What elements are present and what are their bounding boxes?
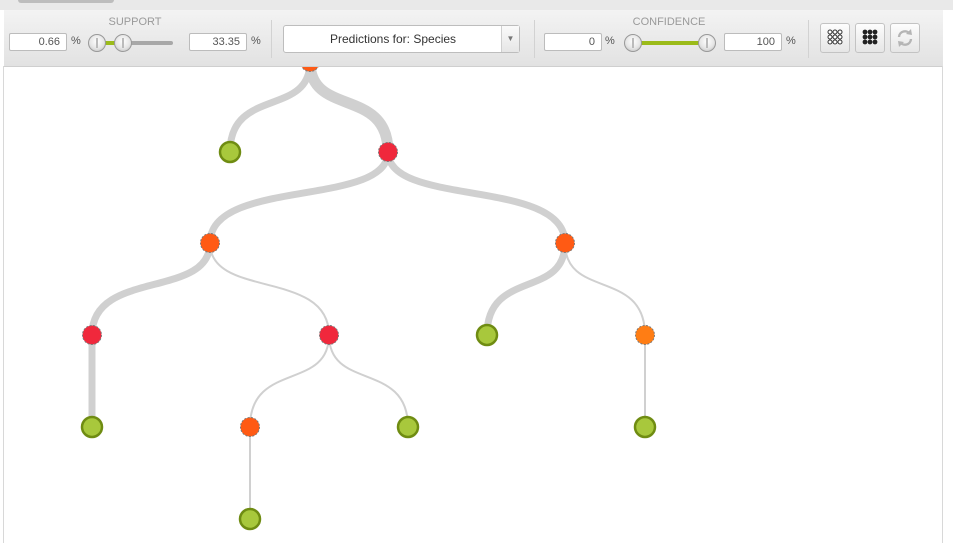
support-max-unit: % (251, 35, 261, 47)
refresh-icon (897, 29, 913, 47)
tree-split-node[interactable] (82, 325, 102, 345)
canvas-right-border (942, 66, 943, 543)
support-max-handle[interactable] (114, 34, 132, 52)
support-min-unit: % (71, 35, 81, 47)
tree-split-node[interactable] (200, 233, 220, 253)
confidence-max-unit: % (786, 35, 796, 47)
confidence-min-unit: % (605, 35, 615, 47)
top-tab[interactable] (18, 0, 114, 3)
tree-leaf-node[interactable] (633, 415, 657, 439)
outline-grid-icon (827, 29, 843, 45)
tree-edge (206, 148, 392, 247)
top-strip (0, 0, 953, 10)
tree-split-node[interactable] (378, 142, 398, 162)
tree-leaf-node[interactable] (80, 415, 104, 439)
tree-leaf-node[interactable] (218, 140, 242, 164)
prediction-select[interactable]: Predictions for: Species ▼ (283, 25, 520, 53)
tree-edge (88, 239, 214, 339)
support-title: SUPPORT (108, 16, 162, 28)
tree-split-node[interactable] (319, 325, 339, 345)
confidence-max-input[interactable]: 100 (724, 33, 782, 51)
tree-split-node[interactable] (555, 233, 575, 253)
tree-edge (483, 239, 569, 339)
confidence-min-handle[interactable] (624, 34, 642, 52)
confidence-min-input[interactable]: 0 (544, 33, 602, 51)
confidence-slider-range (633, 41, 707, 45)
tree-leaf-node[interactable] (475, 323, 499, 347)
tree-edge (226, 67, 314, 156)
support-min-input[interactable]: 0.66 (9, 33, 67, 51)
tree-edge (249, 334, 330, 428)
tree-leaf-node[interactable] (238, 507, 262, 531)
tree-edge (328, 334, 409, 428)
support-max-input[interactable]: 33.35 (189, 33, 247, 51)
tree-edge (209, 242, 330, 336)
reset-button[interactable] (890, 23, 920, 53)
toolbar-separator (808, 20, 809, 58)
chevron-down-icon[interactable]: ▼ (501, 26, 519, 52)
confidence-title: CONFIDENCE (632, 16, 706, 28)
filled-grid-icon (862, 29, 878, 45)
support-min-handle[interactable] (88, 34, 106, 52)
tree-edge (304, 67, 394, 158)
tree-split-node[interactable] (240, 417, 260, 437)
toolbar-separator (271, 20, 272, 58)
tree-edge (384, 148, 569, 247)
tree-split-node[interactable] (635, 325, 655, 345)
prediction-select-value: Predictions for: Species (329, 32, 457, 46)
support-slider-track[interactable] (96, 41, 173, 45)
filled-view-button[interactable] (855, 23, 885, 53)
canvas-left-border (3, 66, 4, 543)
support-slider-range (97, 41, 123, 45)
tree-leaf-node[interactable] (396, 415, 420, 439)
outline-view-button[interactable] (820, 23, 850, 53)
toolbar-separator (534, 20, 535, 58)
confidence-max-handle[interactable] (698, 34, 716, 52)
tree-edge (564, 242, 646, 336)
tree-split-node[interactable] (301, 53, 320, 72)
